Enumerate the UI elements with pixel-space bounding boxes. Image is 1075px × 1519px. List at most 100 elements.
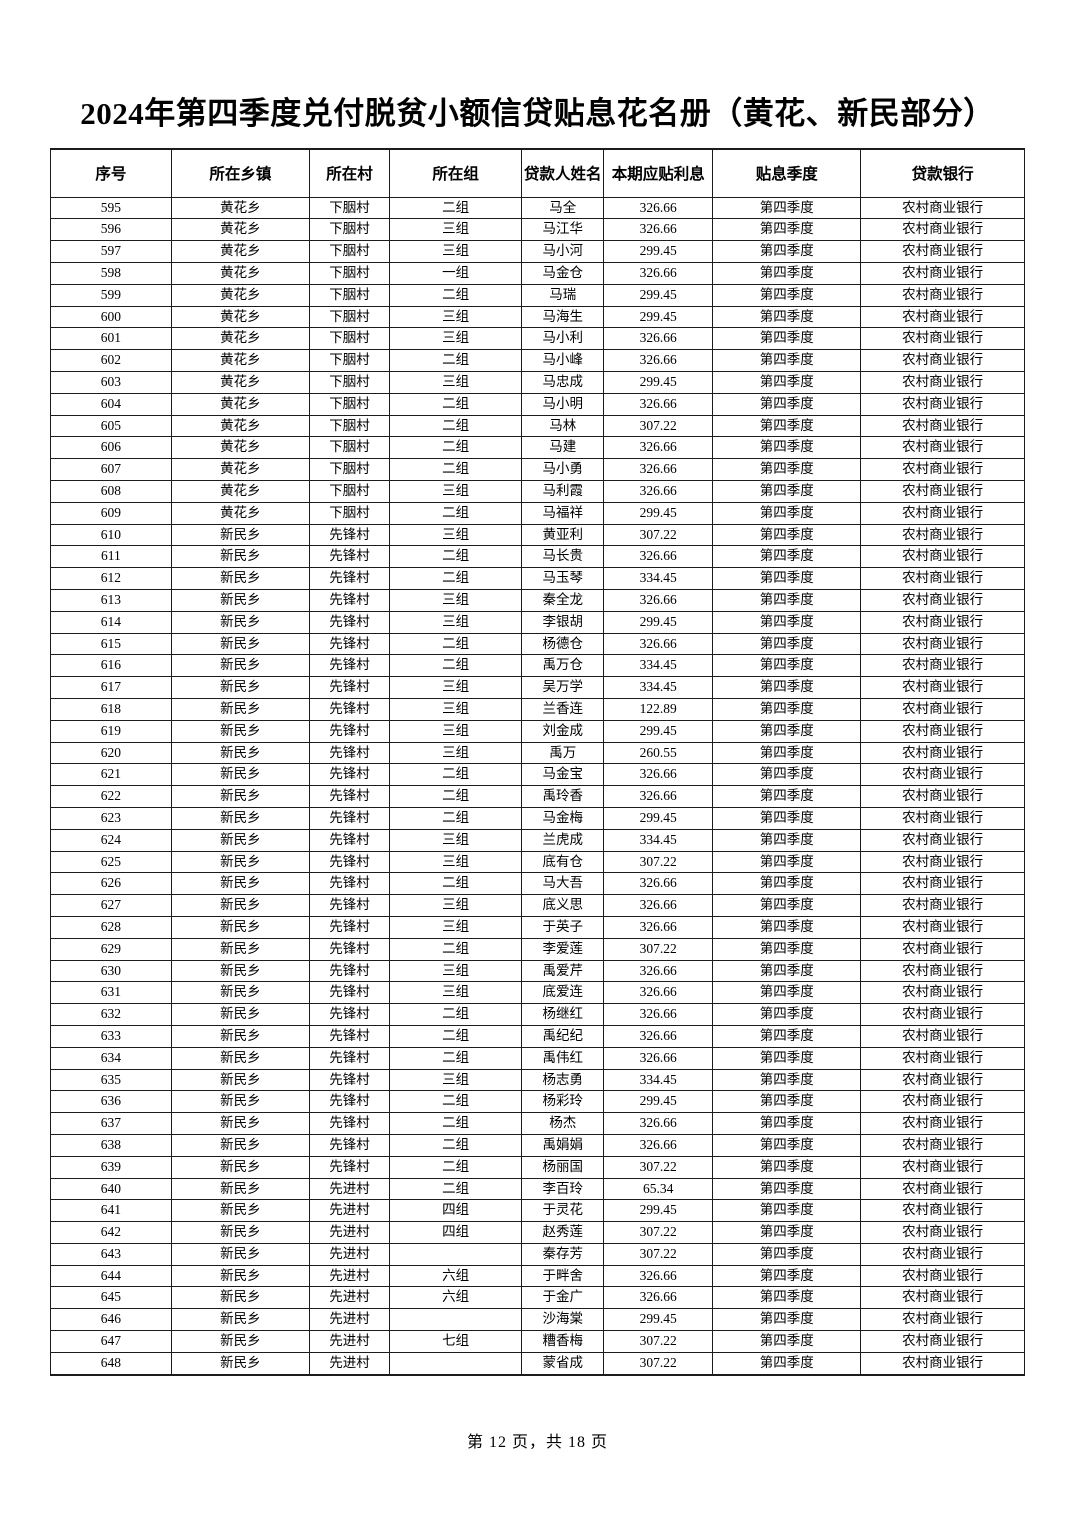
cell-township: 新民乡: [170, 1308, 311, 1332]
cell-interest-amount: 326.66: [603, 915, 714, 939]
cell-interest-amount: 334.45: [603, 676, 714, 699]
cell-borrower-name: 刘金成: [521, 719, 605, 743]
cell-borrower-name: 马瑞: [521, 283, 605, 307]
cell-borrower-name: 马林: [521, 414, 605, 438]
cell-township: 新民乡: [170, 1024, 311, 1048]
cell-group: 二组: [388, 1155, 523, 1179]
cell-quarter: 第四季度: [712, 392, 862, 416]
cell-village: 先锋村: [309, 1046, 390, 1070]
cell-village: 先锋村: [309, 1090, 390, 1114]
cell-village: 下胭村: [309, 392, 390, 416]
cell-village: 先进村: [309, 1177, 390, 1201]
cell-serial: 642: [50, 1221, 172, 1244]
cell-township: 新民乡: [170, 1199, 311, 1223]
cell-township: 黄花乡: [170, 414, 311, 438]
cell-village: 下胭村: [309, 349, 390, 373]
cell-bank: 农村商业银行: [860, 697, 1025, 721]
cell-township: 黄花乡: [170, 240, 311, 264]
cell-serial: 630: [50, 959, 172, 983]
cell-interest-amount: 122.89: [603, 697, 714, 721]
cell-borrower-name: 李银胡: [521, 610, 605, 634]
cell-interest-amount: 326.66: [603, 894, 714, 917]
cell-village: 下胭村: [309, 327, 390, 351]
table-row: 602 黄花乡 下胭村 二组 马小峰 326.66 第四季度 农村商业银行: [50, 349, 1025, 373]
cell-bank: 农村商业银行: [860, 567, 1025, 590]
cell-quarter: 第四季度: [712, 937, 862, 961]
cell-serial: 627: [50, 894, 172, 917]
cell-borrower-name: 马小勇: [521, 458, 605, 481]
cell-village: 先锋村: [309, 763, 390, 787]
cell-group: 二组: [388, 1046, 523, 1070]
cell-interest-amount: 299.45: [603, 610, 714, 634]
cell-township: 新民乡: [170, 1090, 311, 1114]
cell-serial: 609: [50, 501, 172, 525]
cell-interest-amount: 334.45: [603, 567, 714, 590]
cell-group: 二组: [388, 1024, 523, 1048]
cell-township: 新民乡: [170, 959, 311, 983]
cell-bank: 农村商业银行: [860, 1090, 1025, 1114]
cell-quarter: 第四季度: [712, 894, 862, 917]
cell-village: 先进村: [309, 1199, 390, 1223]
page-number: 第 12 页，共 18 页: [466, 1433, 608, 1451]
cell-group: 二组: [388, 1090, 523, 1114]
cell-group: 二组: [388, 392, 523, 416]
cell-township: 新民乡: [170, 1155, 311, 1179]
cell-borrower-name: 杨彩玲: [521, 1090, 605, 1114]
cell-bank: 农村商业银行: [860, 305, 1025, 329]
cell-township: 新民乡: [170, 1046, 311, 1070]
cell-serial: 638: [50, 1133, 172, 1157]
cell-borrower-name: 马忠成: [521, 371, 605, 394]
cell-bank: 农村商业银行: [860, 1155, 1025, 1179]
cell-borrower-name: 底义思: [521, 894, 605, 917]
cell-group: 六组: [388, 1264, 523, 1288]
cell-quarter: 第四季度: [712, 1351, 862, 1376]
cell-interest-amount: 307.22: [603, 1351, 714, 1376]
cell-village: 先进村: [309, 1264, 390, 1288]
cell-borrower-name: 马玉琴: [521, 567, 605, 590]
cell-serial: 608: [50, 480, 172, 503]
cell-quarter: 第四季度: [712, 218, 862, 242]
table-row: 617 新民乡 先锋村 三组 吴万学 334.45 第四季度 农村商业银行: [50, 676, 1025, 699]
cell-interest-amount: 299.45: [603, 371, 714, 394]
cell-borrower-name: 杨志勇: [521, 1068, 605, 1092]
cell-interest-amount: 299.45: [603, 1090, 714, 1114]
cell-township: 新民乡: [170, 545, 311, 569]
cell-quarter: 第四季度: [712, 1242, 862, 1266]
cell-interest-amount: 307.22: [603, 850, 714, 874]
cell-group: 二组: [388, 414, 523, 438]
cell-serial: 613: [50, 588, 172, 612]
cell-village: 下胭村: [309, 436, 390, 460]
cell-serial: 647: [50, 1330, 172, 1353]
cell-interest-amount: 65.34: [603, 1177, 714, 1201]
table-row: 612 新民乡 先锋村 二组 马玉琴 334.45 第四季度 农村商业银行: [50, 567, 1025, 590]
cell-borrower-name: 吴万学: [521, 676, 605, 699]
cell-borrower-name: 杨继红: [521, 1003, 605, 1026]
cell-serial: 598: [50, 262, 172, 285]
cell-borrower-name: 黄亚利: [521, 523, 605, 547]
cell-township: 新民乡: [170, 610, 311, 634]
cell-borrower-name: 马金梅: [521, 806, 605, 830]
table-row: 598 黄花乡 下胭村 一组 马金仓 326.66 第四季度 农村商业银行: [50, 262, 1025, 285]
table-row: 616 新民乡 先锋村 二组 禹万仓 334.45 第四季度 农村商业银行: [50, 654, 1025, 678]
cell-village: 先锋村: [309, 610, 390, 634]
cell-village: 下胭村: [309, 480, 390, 503]
cell-borrower-name: 马小利: [521, 327, 605, 351]
cell-township: 新民乡: [170, 1068, 311, 1092]
cell-group: 二组: [388, 283, 523, 307]
cell-quarter: 第四季度: [712, 676, 862, 699]
cell-bank: 农村商业银行: [860, 1242, 1025, 1266]
cell-interest-amount: 326.66: [603, 327, 714, 351]
cell-interest-amount: 326.66: [603, 872, 714, 896]
cell-quarter: 第四季度: [712, 480, 862, 503]
cell-group: 二组: [388, 654, 523, 678]
cell-bank: 农村商业银行: [860, 1177, 1025, 1201]
cell-bank: 农村商业银行: [860, 981, 1025, 1005]
cell-interest-amount: 299.45: [603, 240, 714, 264]
cell-quarter: 第四季度: [712, 436, 862, 460]
column-header: 序号: [50, 147, 172, 198]
cell-township: 新民乡: [170, 632, 311, 656]
cell-bank: 农村商业银行: [860, 1264, 1025, 1288]
cell-quarter: 第四季度: [712, 1199, 862, 1223]
cell-group: [388, 1242, 523, 1266]
cell-township: 新民乡: [170, 741, 311, 765]
